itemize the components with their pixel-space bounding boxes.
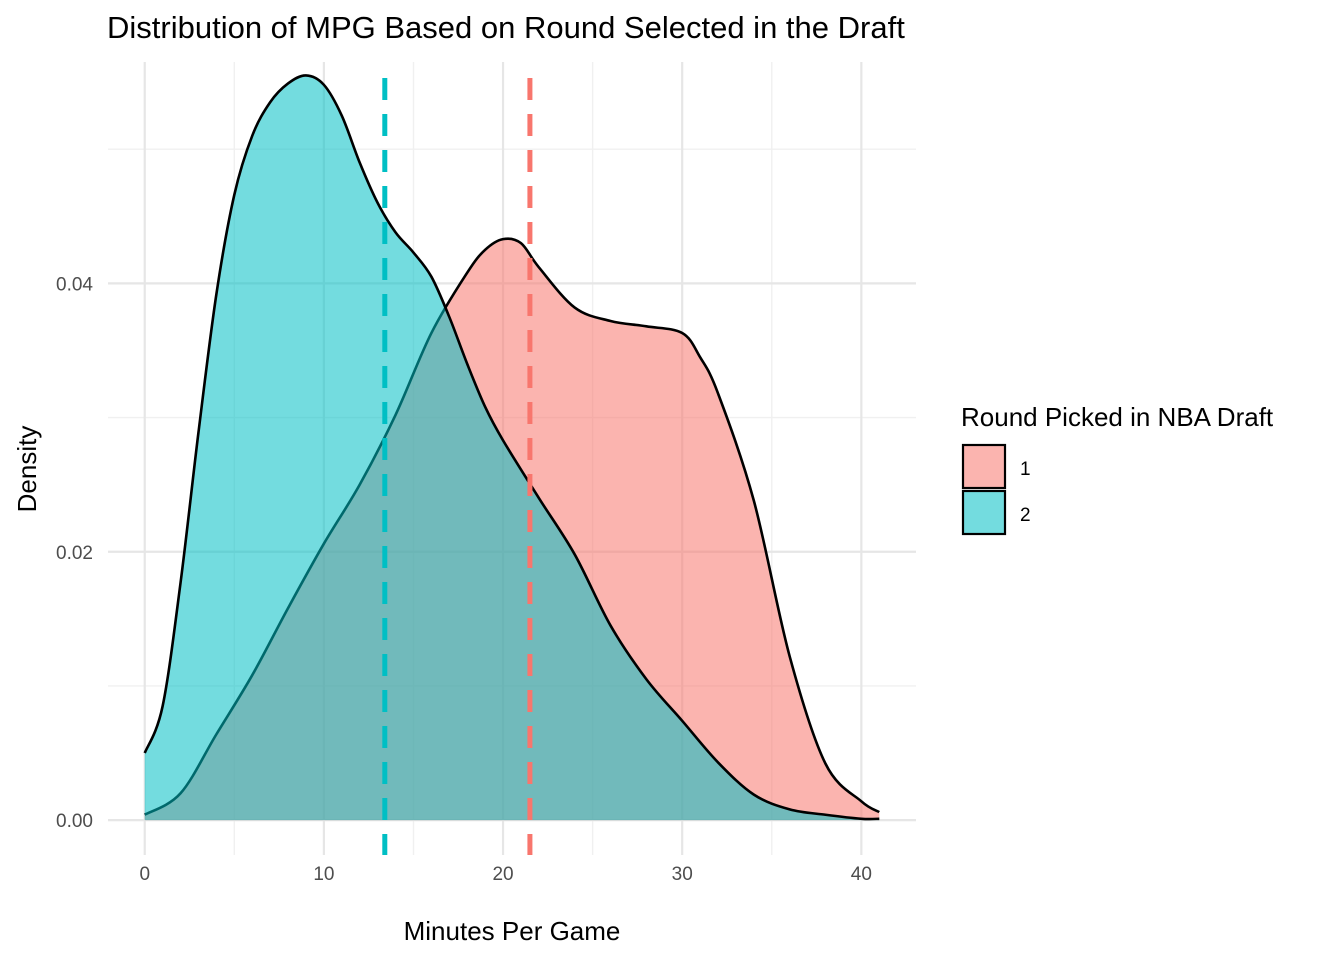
x-tick-label: 40 [851,864,872,885]
x-axis-title: Minutes Per Game [404,916,621,946]
legend: Round Picked in NBA Draft 1 2 [961,402,1274,536]
density-areas [143,74,880,821]
x-tick-label: 0 [139,864,150,885]
legend-title: Round Picked in NBA Draft [961,402,1274,432]
x-tick-label: 10 [313,864,334,885]
density-curve-round-2 [143,74,880,821]
chart-title: Distribution of MPG Based on Round Selec… [107,10,905,45]
legend-key-round-2 [961,489,1007,536]
y-tick-label: 0.02 [56,543,93,564]
y-axis-title: Density [12,426,42,513]
legend-label-round-2: 2 [1020,505,1031,526]
mean-lines [382,78,533,855]
x-tick-label: 30 [672,864,693,885]
density-area-round-2 [144,75,880,821]
y-axis-ticks: 0.00 0.02 0.04 [56,274,93,832]
y-tick-label: 0.00 [56,811,93,832]
x-tick-label: 20 [492,864,513,885]
y-tick-label: 0.04 [56,274,93,295]
legend-label-round-1: 1 [1020,459,1031,480]
legend-key-round-1 [961,443,1007,490]
x-axis-ticks: 0 10 20 30 40 [139,864,871,885]
